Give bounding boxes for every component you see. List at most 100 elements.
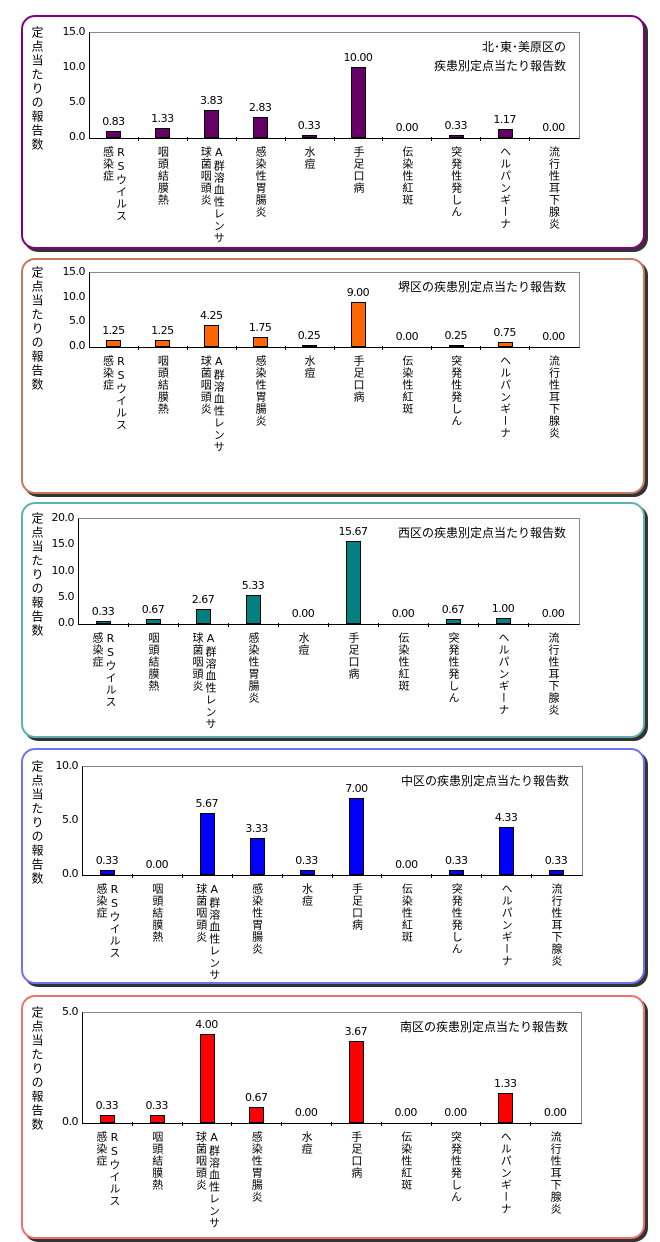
data-label: 0.00 bbox=[444, 1106, 467, 1119]
bar bbox=[549, 870, 565, 875]
y-tick-label: 15.0 bbox=[62, 25, 86, 38]
x-category-label: ヘルパンギーナ bbox=[500, 883, 514, 967]
x-category-label: RSウイルス 感染症 bbox=[94, 883, 121, 959]
data-label: 1.25 bbox=[102, 323, 125, 337]
x-category-label: 流行性耳下腺炎 bbox=[547, 146, 561, 230]
data-label: 1.75 bbox=[248, 321, 272, 335]
bar bbox=[199, 812, 215, 875]
x-tick bbox=[382, 346, 384, 350]
chart-title: 北･東･美原区の 疾患別定点当たり報告数 bbox=[433, 40, 566, 73]
x-tick bbox=[530, 1122, 532, 1126]
data-label: 1.33 bbox=[494, 1076, 517, 1090]
x-category-label: 咽頭結膜熱 bbox=[150, 1131, 164, 1191]
x-category-label: 水痘 bbox=[303, 146, 317, 170]
x-category-label: ヘルパンギーナ bbox=[498, 355, 512, 439]
x-tick bbox=[333, 137, 335, 141]
x-category-label: 咽頭結膜熱 bbox=[147, 632, 160, 692]
x-tick bbox=[278, 623, 279, 627]
data-label: 3.33 bbox=[245, 822, 268, 836]
x-tick bbox=[529, 137, 531, 141]
chart-title: 堺区の疾患別定点当たり報告数 bbox=[397, 280, 566, 294]
y-tick-label: 5.0 bbox=[58, 589, 75, 603]
data-label: 0.00 bbox=[542, 330, 565, 343]
chart-panel: 定点当たりの報告数 0.0 5.0 10.0 中区の疾患別定点当たり報告数 0.33 RSウ… bbox=[21, 748, 645, 984]
bar bbox=[348, 1041, 364, 1123]
y-axis-title: 定点当たりの報告数 bbox=[30, 26, 44, 152]
data-label: 0.00 bbox=[542, 121, 565, 134]
x-tick bbox=[331, 1122, 332, 1126]
data-label: 1.33 bbox=[151, 111, 174, 125]
x-tick bbox=[128, 623, 129, 627]
data-label: 2.67 bbox=[191, 592, 215, 606]
x-category-label: 水痘 bbox=[300, 1131, 314, 1155]
x-tick bbox=[281, 874, 283, 878]
bar bbox=[99, 870, 115, 875]
data-label: 0.00 bbox=[391, 607, 415, 620]
data-label: 0.00 bbox=[394, 1106, 417, 1119]
x-category-label: 感染性胃腸炎 bbox=[250, 1131, 264, 1203]
x-category-label: 突発性発しん bbox=[449, 1131, 463, 1203]
x-tick bbox=[284, 346, 286, 350]
x-tick bbox=[430, 1122, 432, 1126]
x-tick bbox=[529, 346, 531, 350]
bar bbox=[199, 1034, 215, 1123]
x-tick bbox=[181, 874, 183, 878]
data-label: 4.33 bbox=[494, 811, 518, 825]
x-category-label: 感染性胃腸炎 bbox=[247, 632, 260, 704]
x-category-label: 流行性耳下腺炎 bbox=[547, 355, 561, 439]
x-category-label: RSウイルス 感染症 bbox=[94, 1131, 121, 1207]
y-tick-label: 15.0 bbox=[51, 537, 75, 551]
chart-title: 南区の疾患別定点当たり報告数 bbox=[399, 1020, 568, 1034]
y-axis-title: 定点当たりの報告数 bbox=[30, 760, 44, 886]
bar bbox=[498, 1092, 514, 1123]
data-label: 5.33 bbox=[241, 579, 265, 593]
x-category-label: 咽頭結膜熱 bbox=[156, 146, 170, 206]
bar bbox=[146, 619, 161, 624]
x-category-label: ヘルパンギーナ bbox=[498, 146, 512, 230]
y-tick-label: 5.0 bbox=[62, 813, 79, 826]
x-tick bbox=[186, 137, 188, 141]
bar bbox=[446, 619, 461, 624]
data-label: 0.67 bbox=[141, 603, 165, 617]
bar bbox=[249, 838, 265, 875]
data-label: 4.25 bbox=[200, 309, 223, 323]
x-category-label: 伝染性紅斑 bbox=[397, 632, 410, 692]
x-category-label: 突発性発しん bbox=[450, 883, 464, 955]
bar bbox=[204, 110, 220, 138]
bar bbox=[448, 344, 464, 347]
y-tick-label: 0.0 bbox=[62, 867, 79, 880]
bar bbox=[155, 339, 171, 347]
x-tick bbox=[137, 346, 139, 350]
chart-panel: 定点当たりの報告数 0.0 5.0 10.0 15.0 20.0 西区の疾患別定点当たり報告… bbox=[21, 502, 645, 738]
x-tick bbox=[431, 137, 433, 141]
data-label: 2.83 bbox=[248, 101, 272, 115]
y-tick-label: 10.0 bbox=[62, 289, 86, 303]
chart-title: 中区の疾患別定点当たり報告数 bbox=[400, 774, 569, 788]
bar bbox=[302, 344, 318, 347]
bar bbox=[499, 827, 515, 875]
x-tick bbox=[431, 346, 433, 350]
bar bbox=[497, 342, 513, 347]
data-label: 0.33 bbox=[145, 1098, 168, 1112]
chart-panel: 定点当たりの報告数 0.0 5.0 10.0 15.0 堺区の疾患別定点当たり報告数 1.2… bbox=[21, 258, 645, 494]
data-label: 0.00 bbox=[541, 607, 565, 620]
bar bbox=[149, 1114, 165, 1123]
data-label: 0.33 bbox=[544, 854, 568, 868]
bar bbox=[448, 134, 464, 138]
data-label: 15.67 bbox=[338, 524, 369, 538]
x-category-label: ヘルパンギーナ bbox=[497, 632, 510, 716]
bar bbox=[246, 595, 261, 624]
bar bbox=[96, 621, 111, 624]
x-tick bbox=[481, 874, 483, 878]
bar bbox=[155, 127, 171, 138]
data-label: 5.67 bbox=[195, 796, 219, 810]
x-tick bbox=[331, 874, 333, 878]
x-tick bbox=[181, 1122, 183, 1126]
x-tick bbox=[235, 137, 237, 141]
x-category-label: 突発性発しん bbox=[449, 146, 463, 218]
data-label: 0.33 bbox=[95, 1098, 119, 1112]
x-tick bbox=[478, 623, 479, 627]
y-tick-label: 0.0 bbox=[58, 616, 75, 629]
bar bbox=[349, 798, 365, 875]
chart-panel: 定点当たりの報告数 0.0 5.0 10.0 15.0 北･東･美原区の 疾患別定点当たり… bbox=[21, 15, 645, 249]
